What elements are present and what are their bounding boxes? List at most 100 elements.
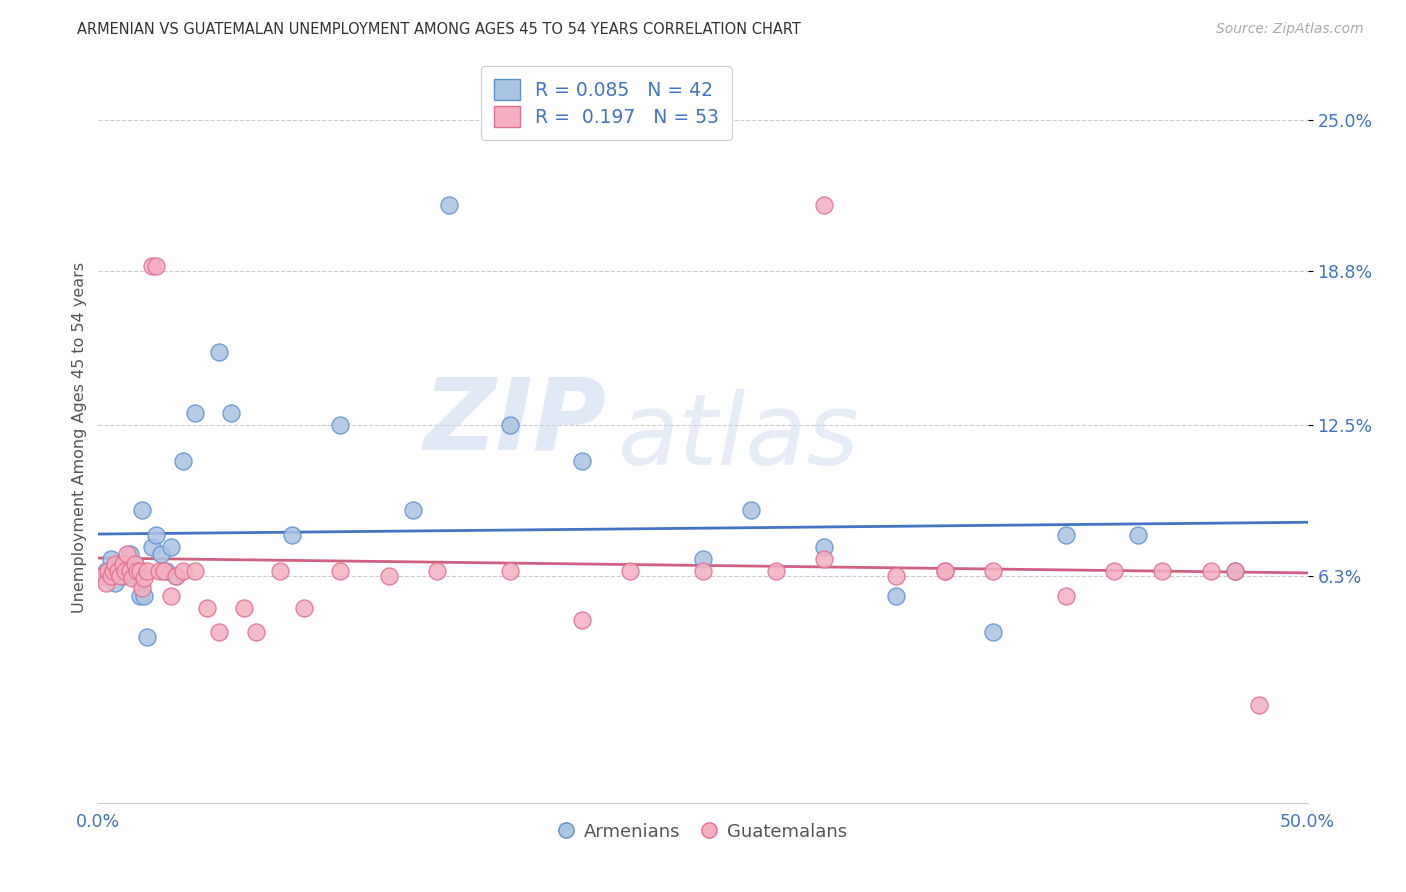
Point bbox=[1199, 564, 1222, 578]
Point bbox=[571, 613, 593, 627]
Point bbox=[813, 552, 835, 566]
Point bbox=[117, 547, 139, 561]
Point bbox=[426, 564, 449, 578]
Point bbox=[134, 589, 156, 603]
Point bbox=[981, 625, 1004, 640]
Text: ARMENIAN VS GUATEMALAN UNEMPLOYMENT AMONG AGES 45 TO 54 YEARS CORRELATION CHART: ARMENIAN VS GUATEMALAN UNEMPLOYMENT AMON… bbox=[77, 22, 801, 37]
Point bbox=[886, 569, 908, 583]
Point bbox=[155, 564, 177, 578]
Point bbox=[118, 547, 141, 561]
Point bbox=[208, 625, 231, 640]
Point bbox=[100, 569, 122, 583]
Point bbox=[329, 564, 352, 578]
Point bbox=[934, 564, 956, 578]
Point bbox=[131, 581, 153, 595]
Point bbox=[127, 572, 149, 586]
Point bbox=[131, 503, 153, 517]
Point bbox=[135, 630, 157, 644]
Point bbox=[152, 564, 174, 578]
Point bbox=[1054, 589, 1077, 603]
Point bbox=[108, 557, 131, 571]
Point bbox=[813, 540, 835, 554]
Point bbox=[118, 564, 141, 578]
Point bbox=[114, 557, 136, 571]
Point bbox=[145, 527, 167, 541]
Point bbox=[1054, 527, 1077, 541]
Point bbox=[148, 564, 170, 578]
Point bbox=[160, 589, 183, 603]
Point bbox=[111, 569, 134, 583]
Point bbox=[184, 564, 207, 578]
Point bbox=[765, 564, 787, 578]
Point bbox=[134, 572, 156, 586]
Text: Source: ZipAtlas.com: Source: ZipAtlas.com bbox=[1216, 22, 1364, 37]
Point bbox=[1128, 527, 1150, 541]
Point bbox=[813, 198, 835, 212]
Point bbox=[91, 569, 114, 583]
Point bbox=[1152, 564, 1174, 578]
Point bbox=[100, 552, 122, 566]
Point bbox=[94, 576, 117, 591]
Point bbox=[195, 600, 218, 615]
Point bbox=[692, 564, 714, 578]
Point bbox=[402, 503, 425, 517]
Point bbox=[121, 564, 143, 578]
Point bbox=[571, 454, 593, 468]
Point bbox=[1223, 564, 1246, 578]
Point bbox=[97, 564, 120, 578]
Point bbox=[981, 564, 1004, 578]
Point bbox=[740, 503, 762, 517]
Text: atlas: atlas bbox=[619, 389, 860, 485]
Point bbox=[141, 540, 163, 554]
Point bbox=[117, 564, 139, 578]
Point bbox=[165, 569, 187, 583]
Point bbox=[101, 564, 124, 578]
Point bbox=[232, 600, 254, 615]
Point bbox=[91, 569, 114, 583]
Point bbox=[1223, 564, 1246, 578]
Point bbox=[208, 344, 231, 359]
Point bbox=[141, 260, 163, 274]
Point bbox=[377, 569, 399, 583]
Point bbox=[437, 198, 460, 212]
Point bbox=[145, 260, 167, 274]
Point bbox=[269, 564, 291, 578]
Point bbox=[101, 569, 124, 583]
Point bbox=[107, 564, 129, 578]
Point bbox=[221, 406, 243, 420]
Point bbox=[104, 557, 127, 571]
Point bbox=[329, 417, 352, 432]
Point bbox=[184, 406, 207, 420]
Legend: Armenians, Guatemalans: Armenians, Guatemalans bbox=[551, 814, 855, 848]
Point bbox=[104, 576, 127, 591]
Point bbox=[292, 600, 315, 615]
Point bbox=[108, 569, 131, 583]
Point bbox=[1102, 564, 1125, 578]
Point bbox=[160, 540, 183, 554]
Point bbox=[692, 552, 714, 566]
Point bbox=[165, 569, 187, 583]
Point bbox=[886, 589, 908, 603]
Point bbox=[128, 564, 150, 578]
Y-axis label: Unemployment Among Ages 45 to 54 years: Unemployment Among Ages 45 to 54 years bbox=[72, 261, 87, 613]
Point bbox=[934, 564, 956, 578]
Point bbox=[150, 547, 173, 561]
Text: ZIP: ZIP bbox=[423, 374, 606, 471]
Point bbox=[135, 564, 157, 578]
Point bbox=[114, 564, 136, 578]
Point bbox=[172, 564, 194, 578]
Point bbox=[121, 572, 143, 586]
Point bbox=[172, 454, 194, 468]
Point bbox=[124, 557, 146, 571]
Point bbox=[498, 417, 520, 432]
Point bbox=[619, 564, 641, 578]
Point bbox=[111, 557, 134, 571]
Point bbox=[245, 625, 267, 640]
Point bbox=[128, 589, 150, 603]
Point bbox=[1249, 698, 1271, 713]
Point bbox=[124, 557, 146, 571]
Point bbox=[498, 564, 520, 578]
Point bbox=[281, 527, 304, 541]
Point bbox=[107, 564, 129, 578]
Point bbox=[127, 564, 149, 578]
